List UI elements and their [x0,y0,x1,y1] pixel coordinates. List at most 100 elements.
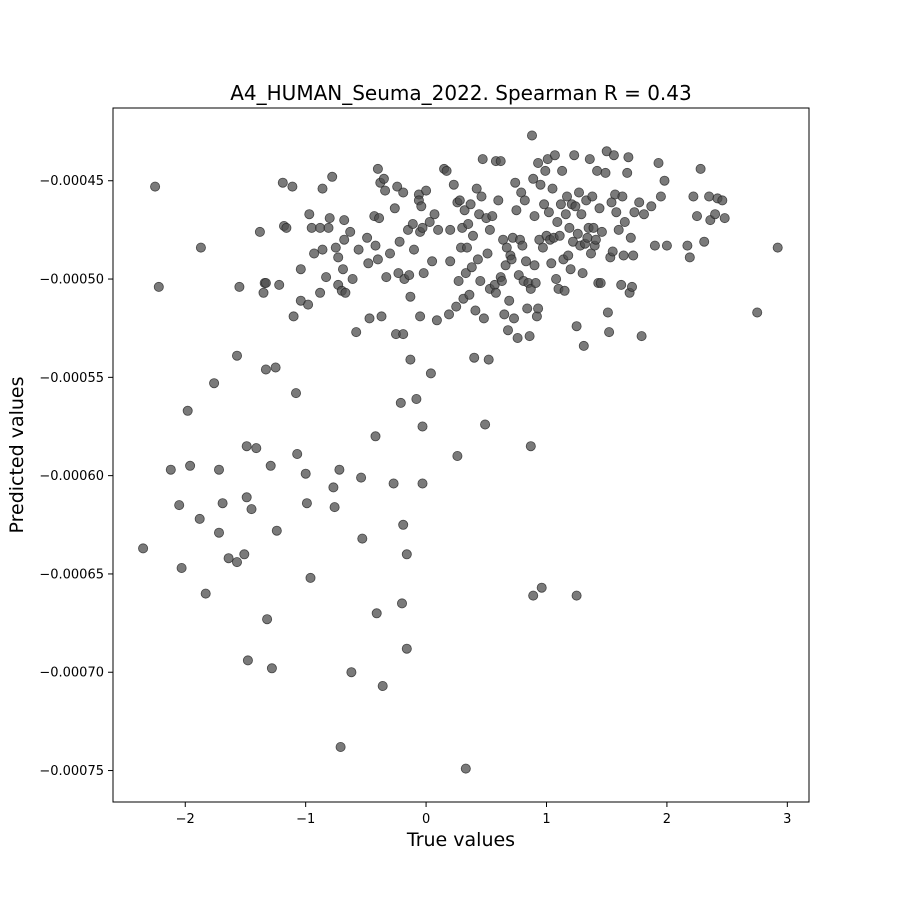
data-point [334,464,345,475]
data-point [241,441,252,452]
data-point [405,291,416,302]
data-point [578,340,589,351]
data-point [572,228,583,239]
data-point [636,331,647,342]
data-point [517,240,528,251]
data-point [629,207,640,218]
data-point [417,478,428,489]
data-point [376,311,387,322]
data-point [380,185,391,196]
data-point [254,226,265,237]
data-point [522,303,533,314]
x-tick-label: 1 [542,812,550,827]
data-point [389,203,400,214]
points-layer [138,130,783,774]
data-point [270,362,281,373]
y-tick-label: −0.00050 [39,273,104,288]
data-point [213,464,224,475]
data-point [340,287,351,298]
data-point [418,268,429,279]
data-point [571,590,582,601]
data-point [464,289,475,300]
data-point [655,191,666,202]
data-point [138,543,149,554]
data-point [378,173,389,184]
data-point [510,177,521,188]
data-point [506,254,517,265]
data-point [574,187,585,198]
data-point [459,205,470,216]
data-point [262,614,273,625]
data-point [324,213,335,224]
data-point [466,262,477,273]
data-point [443,309,454,320]
data-point [552,216,563,227]
data-point [266,663,277,674]
data-point [309,248,320,259]
data-point [577,268,588,279]
data-point [408,244,419,255]
data-point [588,222,599,233]
data-point [165,464,176,475]
data-point [345,226,356,237]
data-point [407,218,418,229]
data-point [584,154,595,165]
data-point [277,177,288,188]
data-point [370,431,381,442]
y-tick-label: −0.00060 [39,469,104,484]
data-point [372,163,383,174]
data-point [539,199,550,210]
x-axis-ticks: −2 −1 0 1 2 3 [176,802,791,827]
data-point [519,195,530,206]
data-point [346,667,357,678]
data-point [465,199,476,210]
data-point [453,275,464,286]
plot-frame [112,107,810,803]
data-point [258,287,269,298]
data-point [752,307,763,318]
data-point [329,502,340,513]
data-point [404,270,415,281]
x-tick-label: 2 [663,812,671,827]
data-point [333,252,344,263]
data-point [618,250,629,261]
data-point [634,197,645,208]
data-point [563,250,574,261]
data-point [493,195,504,206]
data-point [300,468,311,479]
data-point [535,179,546,190]
data-point [306,222,317,233]
data-point [551,273,562,284]
data-point [429,209,440,220]
data-point [281,222,292,233]
data-point [487,211,498,222]
data-point [717,195,728,206]
data-point [347,273,358,284]
data-point [500,260,511,271]
data-point [305,572,316,583]
y-tick-label: −0.00045 [39,174,104,189]
data-point [153,281,164,292]
data-point [710,209,721,220]
data-point [478,313,489,324]
data-point [315,222,326,233]
data-point [528,173,539,184]
data-point [533,157,544,168]
data-point [704,191,715,202]
data-point [571,321,582,332]
data-point [472,254,483,265]
data-point [292,448,303,459]
data-point [241,492,252,503]
data-point [401,643,412,654]
data-point [393,268,404,279]
data-point [699,236,710,247]
data-point [502,325,513,336]
data-point [317,183,328,194]
data-point [176,563,187,574]
data-point [471,183,482,194]
x-tick-label: −1 [296,812,315,827]
data-point [351,327,362,338]
data-point [496,275,507,286]
